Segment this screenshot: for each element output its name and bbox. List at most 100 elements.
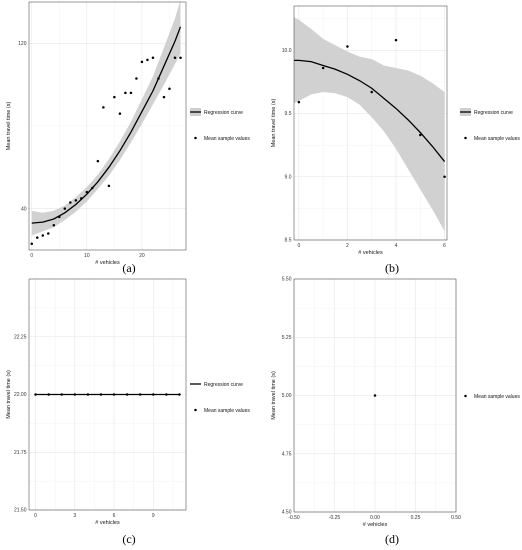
- data-point: [96, 159, 100, 163]
- data-point: [99, 393, 103, 396]
- regression-curve-line: [294, 59, 446, 162]
- y-axis-label: Mean travel time (s): [6, 370, 12, 419]
- legend-point-swatch: [194, 408, 197, 412]
- data-point: [60, 393, 63, 396]
- y-tick-label: 40: [21, 206, 27, 212]
- x-tick-label: -0.25: [329, 515, 341, 521]
- data-point: [162, 95, 166, 99]
- data-point: [91, 186, 94, 190]
- data-point: [152, 393, 155, 396]
- data-point: [151, 56, 155, 60]
- chart-panel-b: 0 2 4 6 8.5 9.0 9.5 10.0 # vehicles Mean travel t…: [271, 5, 520, 275]
- data-point: [146, 58, 149, 62]
- data-point: [41, 234, 45, 237]
- data-point: [394, 38, 398, 42]
- y-tick-label: 120: [18, 41, 27, 47]
- legend-point-swatch: [464, 394, 467, 398]
- x-tick-label: 0.50: [451, 515, 461, 521]
- data-point: [112, 393, 116, 396]
- data-point: [321, 66, 325, 70]
- data-point: [86, 393, 90, 396]
- panel-caption: (a): [122, 261, 135, 275]
- legend-item: Mean sample values: [194, 408, 250, 414]
- data-point: [138, 393, 142, 396]
- y-axis-label: Mean travel time (s): [6, 102, 12, 151]
- y-tick-label: 9.0: [285, 174, 292, 180]
- legend-label: Regression curve: [204, 110, 243, 116]
- plot-frame: [293, 278, 457, 513]
- plot-frame: [28, 278, 187, 511]
- y-tick-label: 10.0: [282, 48, 292, 54]
- data-point: [173, 56, 177, 60]
- data-point: [85, 190, 89, 194]
- data-point: [52, 223, 56, 227]
- data-point: [113, 95, 116, 99]
- data-point: [69, 201, 72, 204]
- y-tick-label: 5.25: [282, 335, 292, 341]
- data-point: [135, 77, 138, 80]
- legend-item: Regression curve: [460, 108, 513, 116]
- legend-point-swatch: [464, 136, 467, 140]
- y-tick-label: 21.75: [14, 450, 27, 456]
- chart-panel-c: 0 3 6 9 21.50 21.75 22.00 22.25 # vehicles Mean t…: [6, 278, 250, 546]
- plot-frame: [28, 1, 187, 251]
- y-tick-label: 8.5: [285, 238, 292, 244]
- data-point: [47, 232, 50, 235]
- data-point: [73, 393, 77, 396]
- y-tick-label: 4.50: [282, 510, 292, 516]
- y-tick-label: 22.00: [14, 392, 27, 398]
- data-point: [58, 215, 61, 219]
- legend-point-swatch: [194, 136, 197, 140]
- y-tick-label: 5.50: [282, 277, 292, 283]
- plot-frame: [293, 5, 448, 241]
- legend-item: Regression curve: [190, 382, 243, 388]
- legend-item: Mean sample values: [464, 136, 520, 142]
- data-point: [47, 393, 50, 396]
- panel-caption: (d): [385, 532, 399, 546]
- legend-item: Mean sample values: [464, 394, 520, 400]
- chart-panel-d: -0.50 -0.25 0.00 0.25 0.50 4.50 4.75 5.00 5.25 5.…: [271, 277, 520, 546]
- data-point: [102, 106, 105, 109]
- legend-label: Regression curve: [204, 382, 243, 388]
- x-tick-label: 9: [152, 513, 155, 519]
- legend-item: Mean sample values: [194, 136, 250, 142]
- legend-label: Regression curve: [474, 110, 513, 116]
- y-tick-label: 22.25: [14, 334, 27, 340]
- x-tick-label: 0: [34, 513, 37, 519]
- legend-label: Mean sample values: [204, 136, 250, 142]
- y-tick-label: 5.00: [282, 393, 292, 399]
- legend-label: Mean sample values: [204, 408, 250, 414]
- data-point: [157, 77, 160, 80]
- y-axis-label: Mean travel time (s): [271, 371, 277, 420]
- data-point: [419, 133, 422, 137]
- panel-caption: (b): [385, 261, 399, 275]
- data-point: [107, 184, 111, 188]
- x-tick-label: 0: [297, 243, 300, 249]
- chart-panel-a: 0 10 20 40 120 # vehicles Mean travel time (s)…: [6, 0, 250, 275]
- x-tick-label: 6: [113, 513, 116, 519]
- data-point: [34, 393, 37, 396]
- x-tick-label: 3: [73, 513, 76, 519]
- x-tick-label: 0.25: [411, 515, 421, 521]
- data-point: [179, 56, 182, 60]
- regression-curve-line: [31, 26, 182, 224]
- x-tick-label: 4: [395, 243, 398, 249]
- data-point: [74, 199, 78, 202]
- data-point: [443, 175, 446, 179]
- x-axis-label: # vehicles: [95, 520, 120, 526]
- x-tick-label: 0.00: [370, 515, 380, 521]
- data-point: [346, 45, 349, 48]
- data-point: [129, 91, 133, 95]
- data-point: [297, 100, 301, 104]
- data-point: [165, 393, 168, 396]
- legend-label: Mean sample values: [474, 394, 520, 400]
- data-point: [63, 207, 67, 210]
- x-tick-label: 6: [443, 243, 446, 249]
- x-axis-label: # vehicles: [358, 250, 383, 256]
- legend-label: Mean sample values: [474, 136, 520, 142]
- data-point: [125, 393, 129, 396]
- x-tick-label: 20: [139, 253, 145, 259]
- data-point: [168, 87, 171, 91]
- data-point: [124, 91, 127, 95]
